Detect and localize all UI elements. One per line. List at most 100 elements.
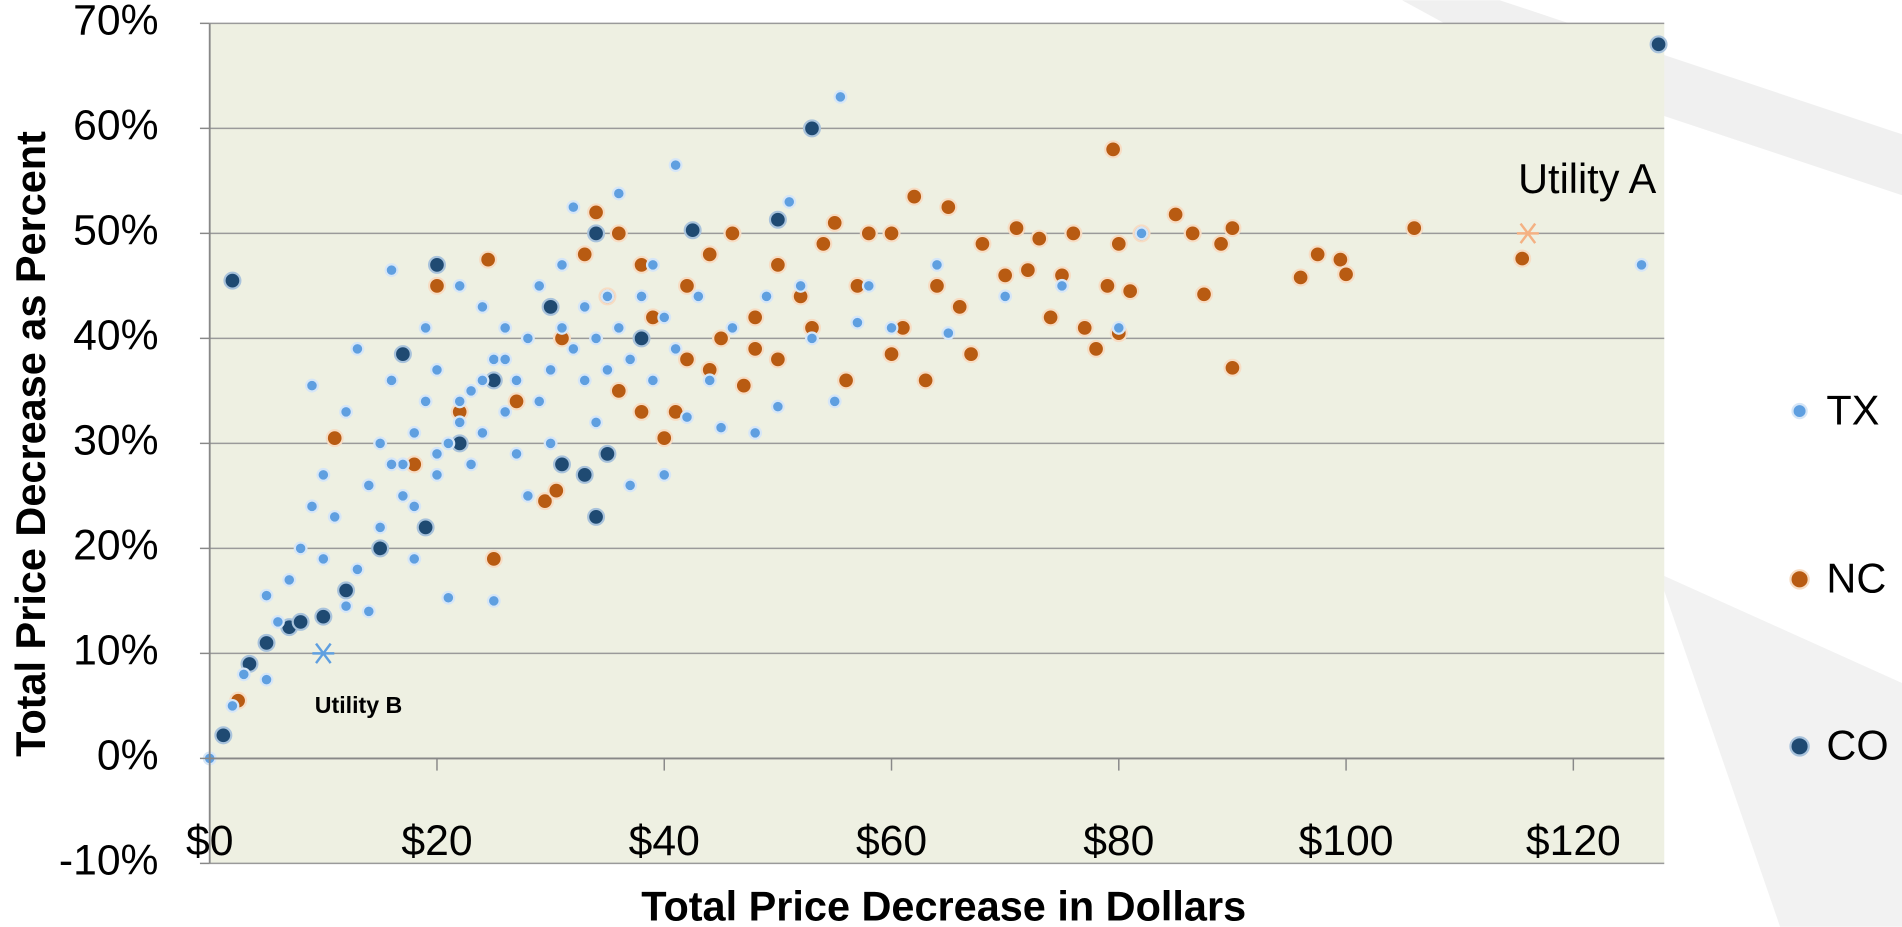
point (587, 224, 606, 243)
x-tick-label: $60 (856, 817, 927, 865)
legend-label: TX (1826, 386, 1879, 433)
point (384, 263, 399, 278)
point (259, 588, 274, 603)
point (566, 200, 581, 215)
point (393, 345, 412, 364)
point (996, 266, 1015, 285)
y-tick-label: -10% (59, 837, 159, 885)
point (973, 234, 992, 253)
point (452, 415, 467, 430)
point (407, 425, 422, 440)
point (509, 446, 524, 461)
point (589, 415, 604, 430)
point (416, 518, 435, 537)
legend-label: NC (1826, 555, 1886, 602)
point (486, 593, 501, 608)
point (547, 481, 566, 500)
point (655, 429, 674, 448)
point (395, 488, 410, 503)
point (725, 320, 740, 335)
point (1291, 268, 1310, 287)
point (1223, 219, 1242, 238)
point (316, 467, 331, 482)
point (746, 308, 765, 327)
legend-marker (1791, 402, 1808, 420)
point (833, 89, 848, 104)
point (430, 467, 444, 482)
point (259, 672, 274, 687)
point (632, 402, 651, 421)
point (1111, 320, 1126, 335)
point (479, 250, 498, 269)
point (373, 436, 388, 451)
point (884, 320, 899, 335)
point (361, 604, 376, 619)
point (825, 213, 844, 232)
point (1055, 278, 1069, 293)
point (293, 541, 308, 556)
point (430, 446, 444, 461)
point (657, 310, 672, 325)
point (1223, 358, 1242, 377)
point (475, 425, 490, 440)
point (611, 186, 626, 201)
point (861, 278, 876, 293)
point (1121, 282, 1140, 301)
point (337, 581, 356, 600)
annotation-label: Utility A (1518, 155, 1657, 202)
point (532, 278, 547, 293)
point (1018, 261, 1037, 280)
point (609, 224, 628, 243)
point (520, 488, 535, 503)
x-tick-label: $100 (1299, 817, 1394, 865)
point (418, 394, 433, 409)
point (1183, 224, 1202, 243)
point (805, 331, 819, 346)
point (1513, 249, 1532, 268)
point (587, 203, 606, 222)
point (927, 276, 947, 295)
legend-marker (1789, 569, 1810, 590)
point (270, 614, 285, 629)
point (507, 392, 526, 411)
point (407, 551, 422, 566)
point (325, 429, 344, 448)
point (814, 234, 833, 253)
point (225, 698, 240, 713)
point (520, 331, 535, 346)
point (1212, 234, 1231, 253)
point (702, 373, 717, 388)
point (577, 299, 592, 314)
annotation-marker (1516, 222, 1539, 244)
point (700, 245, 719, 264)
point (859, 224, 878, 243)
point (723, 224, 742, 243)
x-tick-label: $20 (401, 817, 472, 865)
point (555, 257, 569, 272)
point (827, 394, 842, 409)
point (475, 299, 490, 314)
legend-label: CO (1826, 722, 1888, 769)
point (395, 457, 410, 472)
point (441, 436, 456, 451)
point (575, 245, 594, 264)
y-tick-label: 20% (73, 522, 158, 570)
background-shape (1658, 573, 1902, 927)
point (384, 373, 399, 388)
point (611, 320, 626, 335)
point (361, 478, 376, 493)
point (962, 345, 981, 364)
point (600, 362, 615, 377)
point (464, 383, 479, 398)
point (1649, 35, 1668, 54)
point (882, 345, 901, 364)
x-axis-title: Total Price Decrease in Dollars (641, 883, 1246, 927)
point (486, 352, 501, 367)
x-tick-label: $80 (1083, 817, 1154, 865)
point (371, 539, 390, 558)
point (837, 371, 856, 390)
point (236, 667, 251, 682)
point (305, 378, 319, 393)
y-tick-label: 0% (97, 732, 159, 780)
